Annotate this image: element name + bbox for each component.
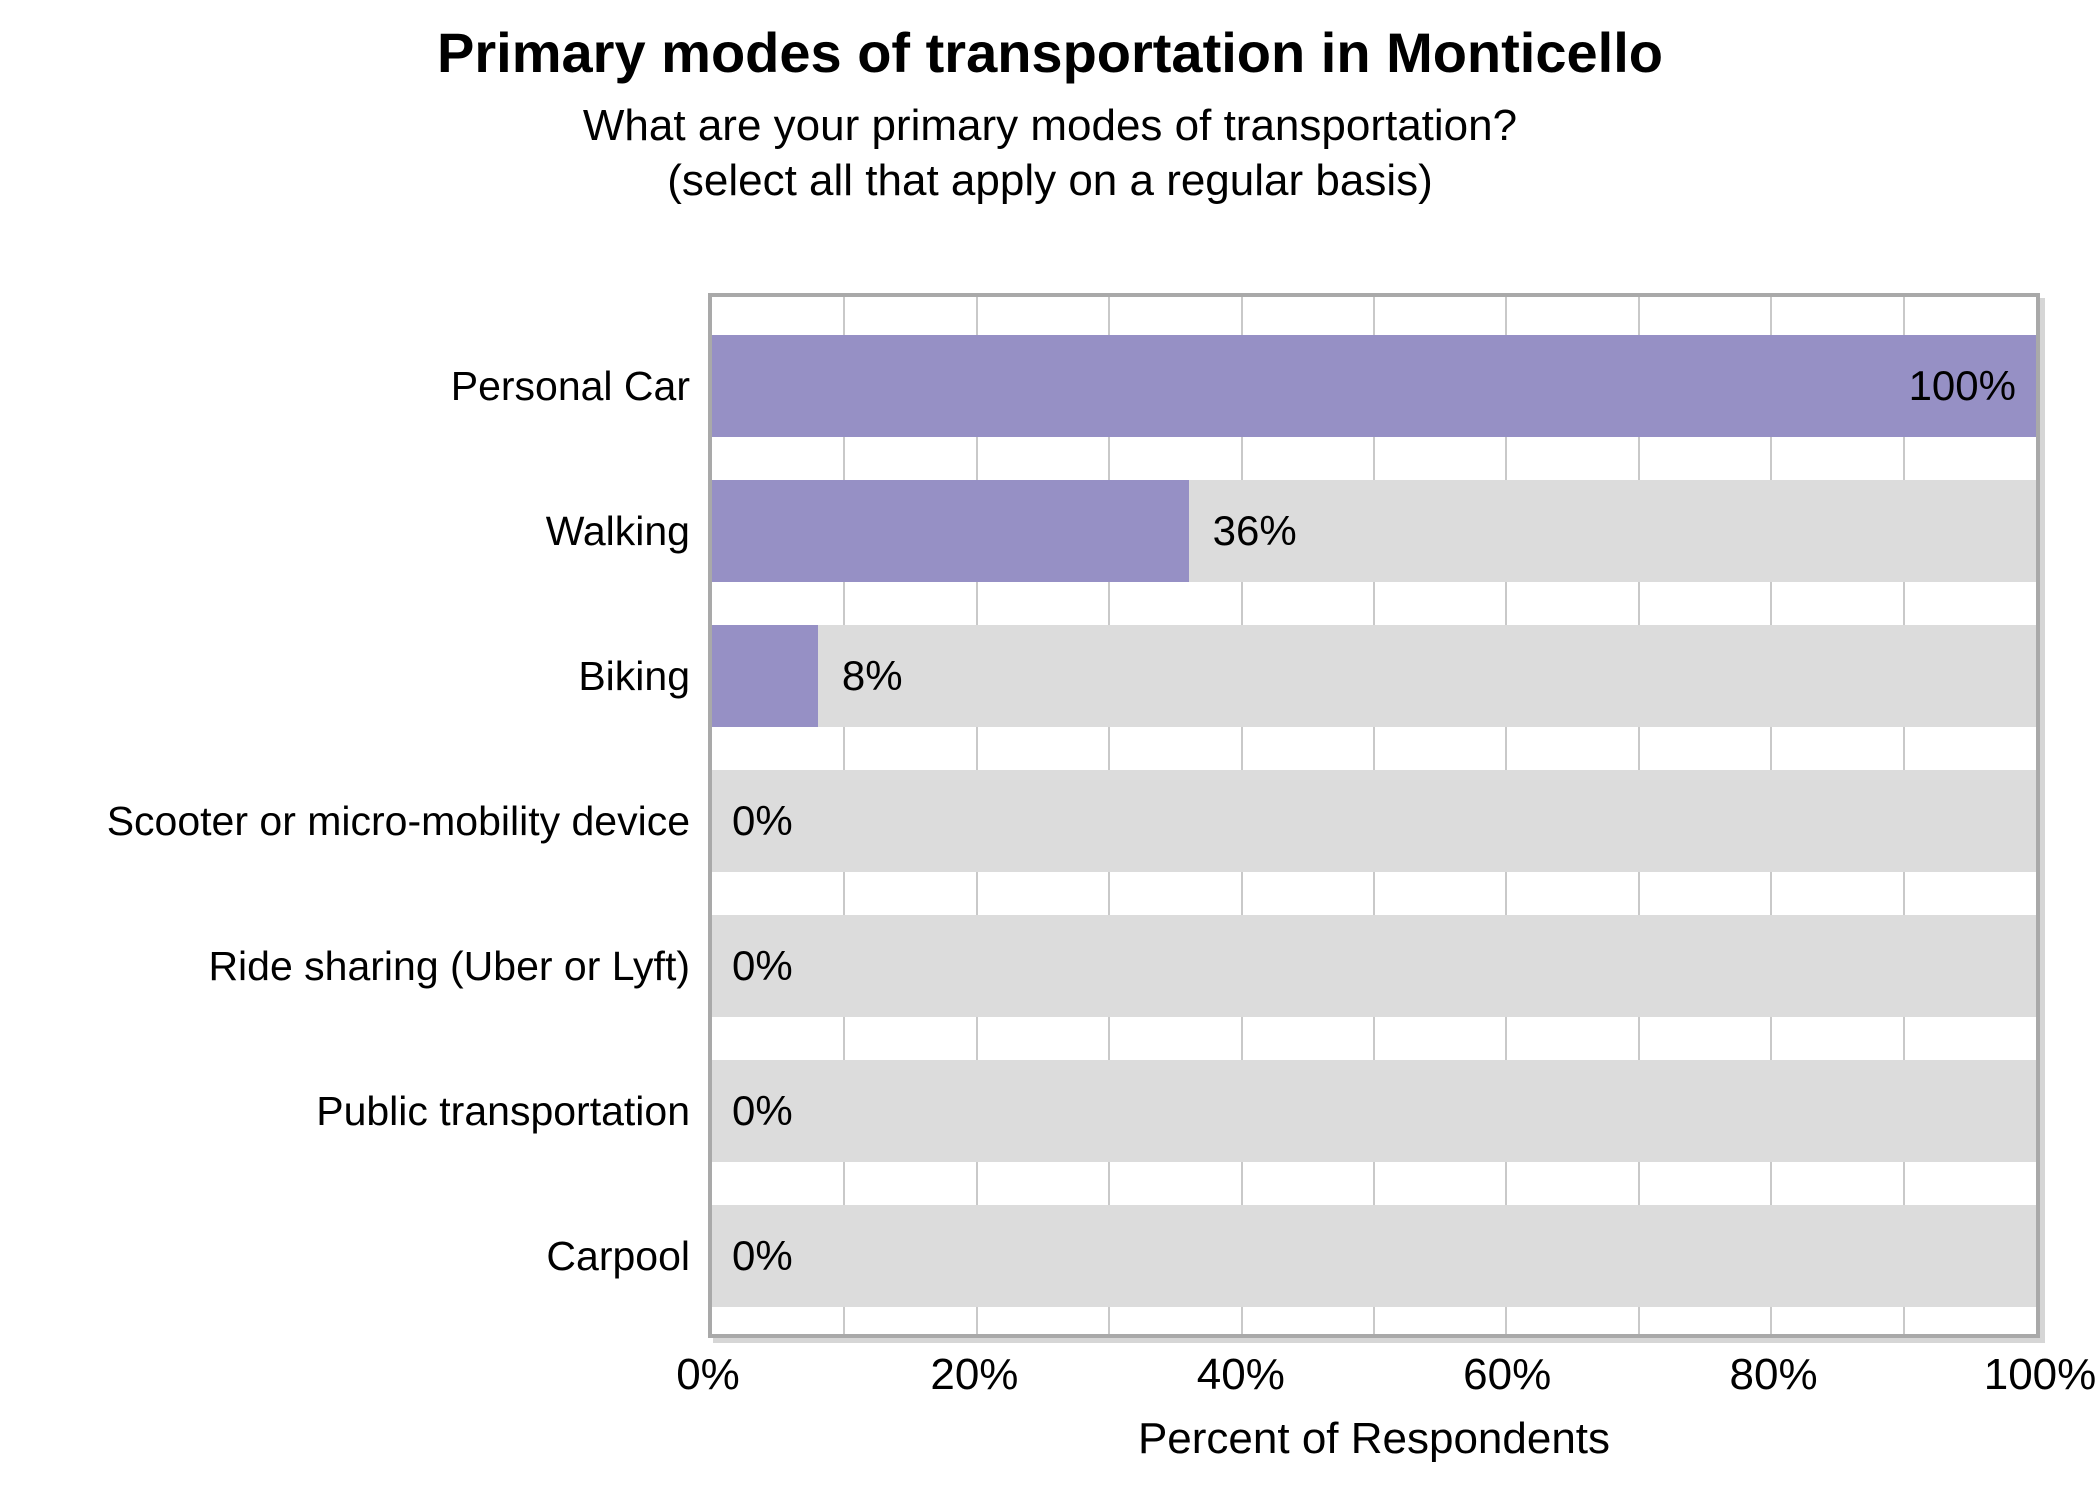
bar-track: 0%: [712, 1205, 2036, 1307]
bar-fill: [712, 625, 818, 727]
category-label: Ride sharing (Uber or Lyft): [208, 942, 690, 989]
category-label: Carpool: [546, 1232, 690, 1279]
plot-inner: 100% 36% 8% 0% 0% 0% 0%: [712, 297, 2036, 1334]
plot-area: 100% 36% 8% 0% 0% 0% 0%: [708, 293, 2040, 1338]
x-axis-ticks: 0% 20% 40% 60% 80% 100%: [676, 1350, 2096, 1400]
value-label: 0%: [732, 797, 793, 844]
value-label: 36%: [1212, 507, 1297, 554]
value-label: 8%: [841, 652, 903, 699]
value-label: 100%: [1908, 362, 2016, 409]
bar-track: 8%: [712, 625, 2036, 727]
category-label: Walking: [545, 507, 690, 554]
bar-fill: [712, 335, 2036, 437]
chart-subtitle-line2: (select all that apply on a regular basi…: [667, 156, 1433, 205]
chart-subtitle: What are your primary modes of transport…: [0, 98, 2100, 208]
x-axis-title: Percent of Respondents: [1137, 1414, 1611, 1463]
bar-track: 0%: [712, 915, 2036, 1017]
bar-rows: 100% 36% 8% 0% 0% 0% 0%: [712, 297, 2036, 1334]
x-tick-label: 20%: [930, 1350, 1019, 1399]
category-axis-labels: Personal Car Walking Biking Scooter or micr…: [0, 297, 690, 1334]
value-label: 0%: [732, 1232, 793, 1279]
category-label: Scooter or micro-mobility device: [106, 797, 690, 844]
value-label: 0%: [732, 1087, 793, 1134]
value-label: 0%: [732, 942, 793, 989]
x-tick-label: 100%: [1983, 1350, 2097, 1399]
bar-track: 0%: [712, 1060, 2036, 1162]
bar-fill: [712, 480, 1189, 582]
x-tick-label: 80%: [1729, 1350, 1818, 1399]
bar-track: 100%: [712, 335, 2036, 437]
chart-title: Primary modes of transportation in Monti…: [437, 21, 1663, 84]
chart-subtitle-line1: What are your primary modes of transport…: [582, 101, 1518, 150]
bar-track: 0%: [712, 770, 2036, 872]
category-label: Public transportation: [316, 1087, 690, 1134]
category-label: Biking: [578, 652, 690, 699]
x-tick-label: 0%: [676, 1350, 740, 1399]
category-label: Personal Car: [450, 362, 690, 409]
x-tick-label: 60%: [1463, 1350, 1552, 1399]
bar-track: 36%: [712, 480, 2036, 582]
x-tick-label: 40%: [1196, 1350, 1285, 1399]
